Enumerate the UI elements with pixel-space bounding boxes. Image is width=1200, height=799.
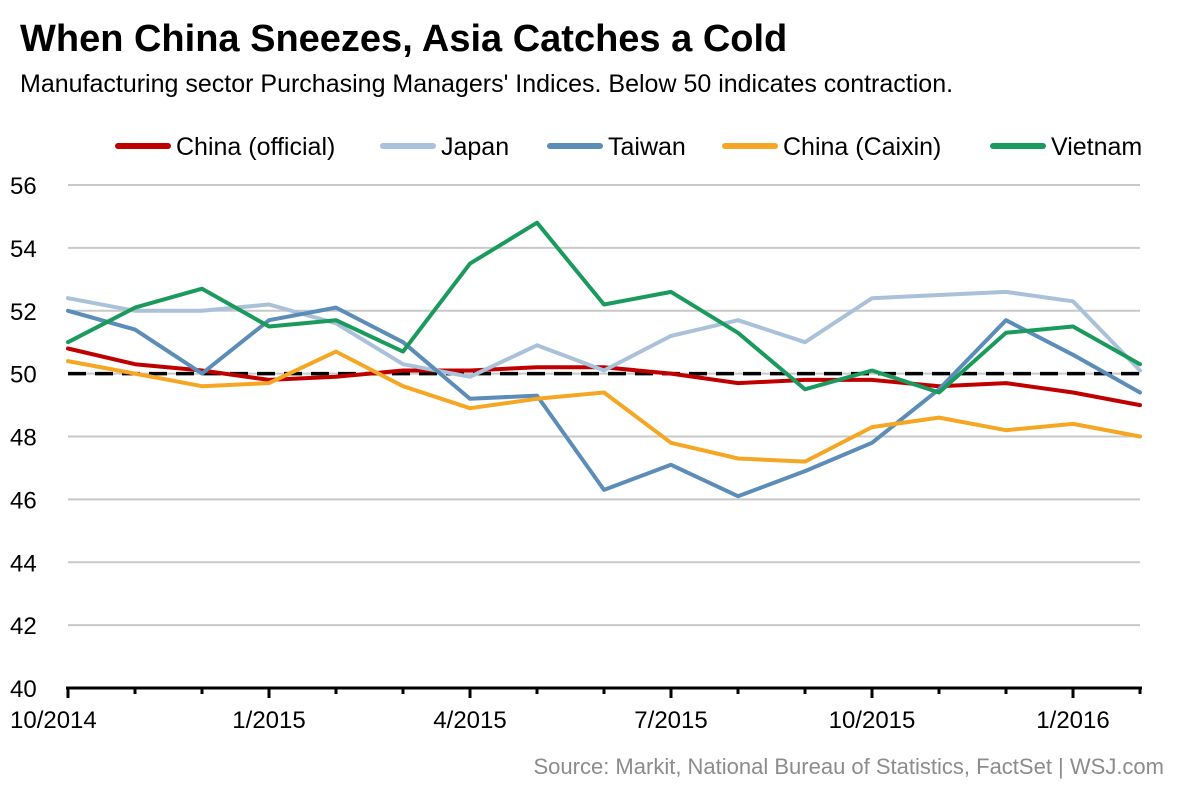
x-axis: 10/2014 1/2015 4/2015 7/2015 10/2015 1/2016: [10, 686, 1142, 734]
series-line-vietnam: [66, 220, 1142, 395]
legend-label: Taiwan: [608, 133, 686, 161]
y-tick-label: 42: [10, 613, 37, 640]
series-line-japan: [66, 289, 1142, 379]
legend-label: China (Caixin): [783, 133, 941, 161]
chart-legend: China (official) Japan Taiwan China (Caixin…: [115, 133, 1142, 161]
y-tick-label: 48: [10, 425, 37, 452]
series-line-china-caixin: [66, 349, 1142, 464]
legend-label: Japan: [441, 133, 509, 161]
x-tick-label: 7/2015: [634, 707, 707, 734]
y-tick-label: 50: [10, 362, 37, 389]
y-tick-label: 54: [10, 236, 37, 263]
y-tick-label: 44: [10, 550, 37, 577]
y-tick-label: 52: [10, 299, 37, 326]
legend-label: Vietnam: [1051, 133, 1142, 161]
chart-subtitle: Manufacturing sector Purchasing Managers…: [20, 70, 954, 98]
y-tick-label: 46: [10, 487, 37, 514]
series-line-taiwan: [66, 305, 1142, 499]
chart-title: When China Sneezes, Asia Catches a Cold: [20, 18, 788, 60]
y-tick-label: 56: [10, 173, 37, 200]
x-tick-label: 10/2014: [10, 707, 97, 734]
y-tick-label: 40: [10, 676, 37, 703]
chart-source: Source: Markit, National Bureau of Stati…: [533, 754, 1165, 779]
x-tick-label: 1/2016: [1036, 707, 1109, 734]
legend-label: China (official): [176, 133, 335, 161]
x-tick-label: 10/2015: [829, 707, 916, 734]
series-lines: [66, 220, 1142, 499]
gridlines: 40 42 44 46 48 50 52 54 56: [10, 173, 1140, 703]
x-tick-label: 4/2015: [433, 707, 506, 734]
x-tick-label: 1/2015: [232, 707, 305, 734]
series-line-china-official: [66, 346, 1142, 408]
